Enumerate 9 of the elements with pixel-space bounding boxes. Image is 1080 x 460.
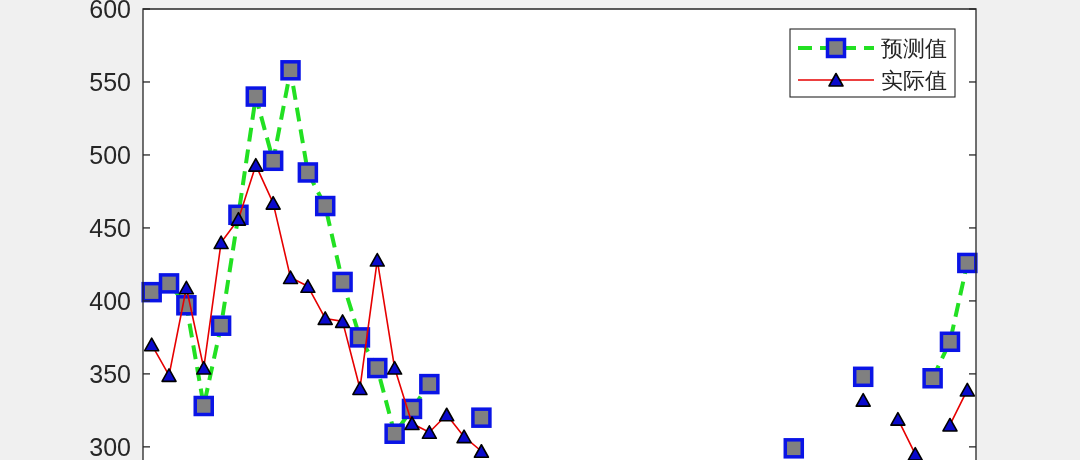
y-tick-label: 450 bbox=[89, 213, 131, 242]
y-tick-label: 500 bbox=[89, 140, 131, 169]
y-tick-label: 300 bbox=[89, 432, 131, 460]
legend-label: 预测值 bbox=[881, 35, 947, 61]
y-tick-label: 400 bbox=[89, 286, 131, 315]
legend-label: 实际值 bbox=[881, 67, 947, 93]
y-tick-label: 550 bbox=[89, 68, 131, 96]
y-tick-label: 350 bbox=[89, 359, 131, 388]
y-tick-label: 600 bbox=[89, 0, 131, 23]
